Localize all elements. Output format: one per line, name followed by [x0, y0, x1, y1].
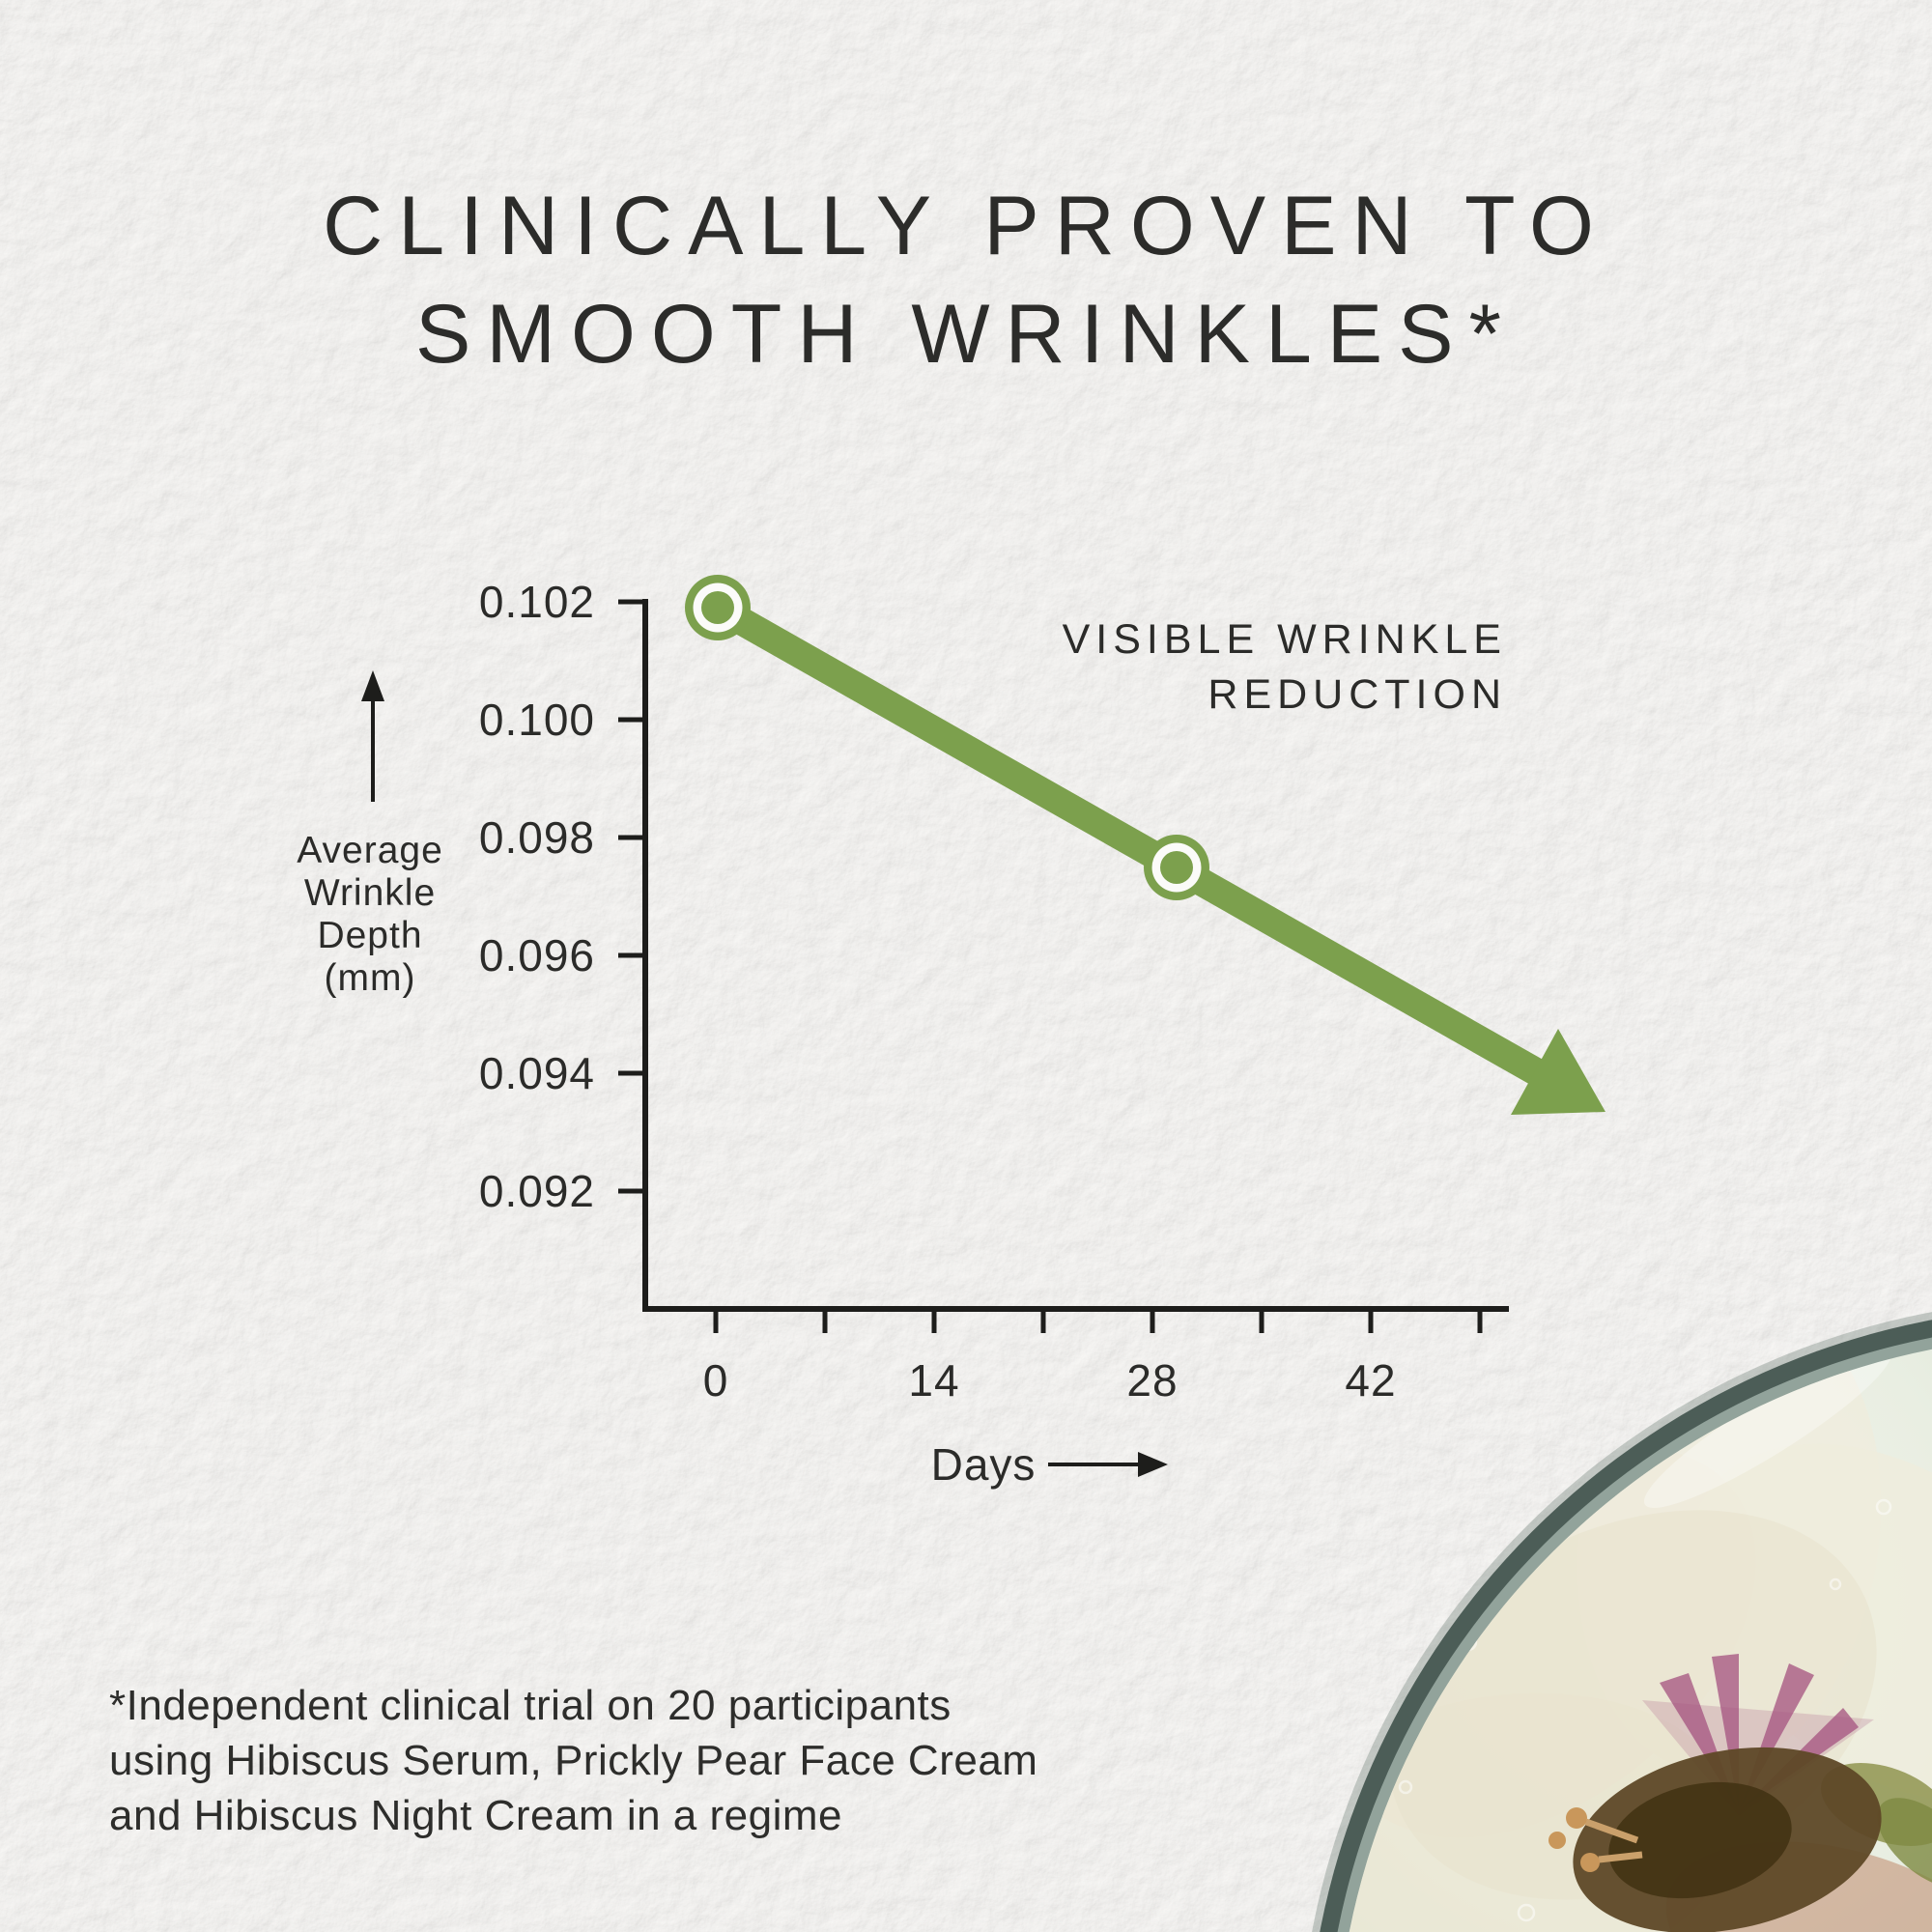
- chart-annotation: VISIBLE WRINKLE REDUCTION: [927, 612, 1507, 723]
- data-point-day-28: [1144, 835, 1209, 900]
- y-tick-label: 0.098: [479, 812, 595, 863]
- y-axis-tick-labels: 0.102 0.100 0.098 0.096 0.094 0.092: [479, 577, 595, 1216]
- footnote-line-3: and Hibiscus Night Cream in a regime: [109, 1792, 842, 1839]
- x-tick-label: 0: [703, 1355, 729, 1406]
- flower-anther: [1566, 1807, 1587, 1829]
- flower-stamen: [1598, 1851, 1643, 1863]
- footnote-line-2: using Hibiscus Serum, Prickly Pear Face …: [109, 1737, 1038, 1784]
- footnote: *Independent clinical trial on 20 partic…: [109, 1678, 1268, 1843]
- annotation-line-2: REDUCTION: [1208, 671, 1507, 718]
- marker-center-dot: [701, 591, 734, 624]
- y-axis-title: Average Wrinkle Depth (mm): [297, 670, 443, 999]
- data-point-day-0: [685, 575, 751, 640]
- x-axis-title-label: Days: [931, 1439, 1037, 1490]
- up-arrow-icon: [361, 670, 384, 701]
- y-axis-title-line: Average: [297, 830, 443, 871]
- flower-anther: [1548, 1832, 1566, 1849]
- y-tick-label: 0.102: [479, 577, 595, 627]
- footnote-line-1: *Independent clinical trial on 20 partic…: [109, 1682, 952, 1729]
- marker-center-dot: [1160, 851, 1193, 884]
- x-axis-tick-labels: 0 14 28 42: [703, 1355, 1396, 1406]
- y-axis: 0.102 0.100 0.098 0.096 0.094 0.092: [479, 577, 648, 1309]
- y-tick-label: 0.100: [479, 695, 595, 745]
- y-axis-ticks: [618, 599, 645, 1194]
- pressed-flower: [1335, 1335, 1932, 1932]
- y-axis-title-line: Depth: [317, 915, 422, 956]
- x-axis-title: Days: [931, 1439, 1168, 1490]
- x-tick-label: 28: [1126, 1355, 1178, 1406]
- annotation-line-1: VISIBLE WRINKLE: [1062, 616, 1507, 663]
- y-axis-title-line: Wrinkle: [304, 872, 436, 914]
- y-tick-label: 0.094: [479, 1048, 595, 1098]
- y-tick-label: 0.096: [479, 930, 595, 980]
- flower-dish-photo: [1312, 1312, 1932, 1932]
- y-axis-title-line: (mm): [325, 957, 416, 999]
- x-tick-label: 14: [908, 1355, 959, 1406]
- y-tick-label: 0.092: [479, 1166, 595, 1216]
- right-arrow-icon: [1138, 1452, 1168, 1477]
- flower-anther: [1580, 1853, 1600, 1872]
